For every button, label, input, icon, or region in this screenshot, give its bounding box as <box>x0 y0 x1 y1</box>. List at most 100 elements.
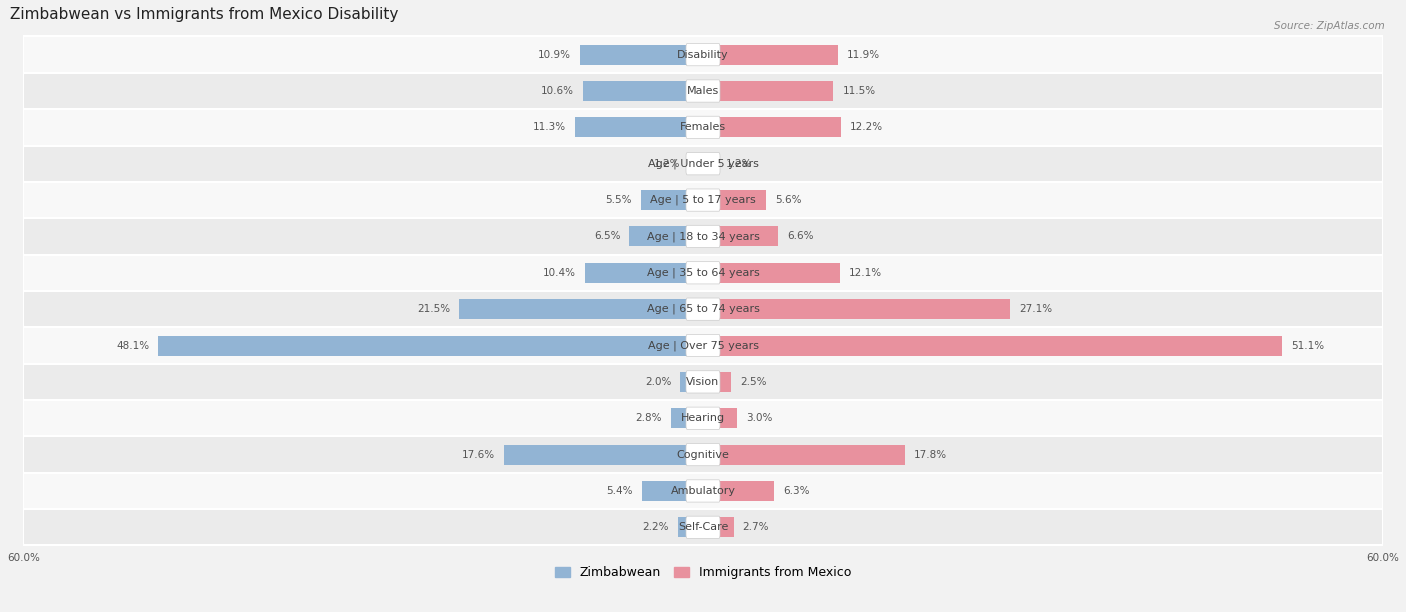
Text: 6.3%: 6.3% <box>783 486 810 496</box>
Bar <box>689 154 703 174</box>
Bar <box>703 299 1010 319</box>
FancyBboxPatch shape <box>686 152 720 175</box>
Bar <box>24 146 1382 182</box>
FancyBboxPatch shape <box>686 371 720 393</box>
FancyBboxPatch shape <box>686 262 720 284</box>
Text: Cognitive: Cognitive <box>676 450 730 460</box>
Text: 27.1%: 27.1% <box>1019 304 1052 314</box>
Text: 17.6%: 17.6% <box>461 450 495 460</box>
Text: Males: Males <box>688 86 718 96</box>
Bar <box>24 327 1382 364</box>
Bar <box>703 444 904 465</box>
Text: Self-Care: Self-Care <box>678 522 728 532</box>
Bar <box>579 45 703 65</box>
Text: 11.9%: 11.9% <box>846 50 880 59</box>
Bar <box>703 335 1282 356</box>
FancyBboxPatch shape <box>686 80 720 102</box>
Bar <box>24 37 1382 73</box>
FancyBboxPatch shape <box>686 480 720 502</box>
Bar <box>24 182 1382 218</box>
Bar <box>703 517 734 537</box>
Text: 1.2%: 1.2% <box>725 159 752 169</box>
Text: 11.3%: 11.3% <box>533 122 567 132</box>
Bar <box>24 291 1382 327</box>
Bar <box>575 118 703 137</box>
Bar <box>24 473 1382 509</box>
Text: 1.2%: 1.2% <box>654 159 681 169</box>
Bar <box>24 509 1382 545</box>
Bar <box>678 517 703 537</box>
Bar <box>24 255 1382 291</box>
Bar <box>24 400 1382 436</box>
FancyBboxPatch shape <box>686 407 720 430</box>
Text: Zimbabwean vs Immigrants from Mexico Disability: Zimbabwean vs Immigrants from Mexico Dis… <box>10 7 398 22</box>
Bar <box>703 190 766 210</box>
Text: 21.5%: 21.5% <box>418 304 450 314</box>
Bar <box>157 335 703 356</box>
Text: 11.5%: 11.5% <box>842 86 876 96</box>
Text: 6.6%: 6.6% <box>787 231 813 242</box>
Text: Age | 5 to 17 years: Age | 5 to 17 years <box>650 195 756 206</box>
Text: 5.4%: 5.4% <box>606 486 633 496</box>
Bar <box>24 109 1382 146</box>
Text: 6.5%: 6.5% <box>593 231 620 242</box>
Text: 5.6%: 5.6% <box>776 195 801 205</box>
Text: 2.8%: 2.8% <box>636 413 662 424</box>
Text: 2.2%: 2.2% <box>643 522 669 532</box>
Bar <box>503 444 703 465</box>
Text: Age | Under 5 years: Age | Under 5 years <box>648 159 758 169</box>
Bar <box>630 226 703 247</box>
Bar <box>583 81 703 101</box>
Text: Source: ZipAtlas.com: Source: ZipAtlas.com <box>1274 21 1385 31</box>
Text: Vision: Vision <box>686 377 720 387</box>
Text: 2.7%: 2.7% <box>742 522 769 532</box>
Bar <box>585 263 703 283</box>
Text: 51.1%: 51.1% <box>1291 340 1324 351</box>
Bar <box>703 408 737 428</box>
Text: 10.9%: 10.9% <box>537 50 571 59</box>
Text: 2.5%: 2.5% <box>741 377 766 387</box>
Text: 10.6%: 10.6% <box>541 86 574 96</box>
Bar <box>703 154 717 174</box>
Bar <box>703 263 839 283</box>
FancyBboxPatch shape <box>686 225 720 248</box>
Text: Ambulatory: Ambulatory <box>671 486 735 496</box>
Bar <box>24 364 1382 400</box>
Text: 17.8%: 17.8% <box>914 450 946 460</box>
Text: Age | Over 75 years: Age | Over 75 years <box>648 340 758 351</box>
Bar <box>703 81 834 101</box>
Bar <box>24 218 1382 255</box>
Bar <box>671 408 703 428</box>
Bar <box>460 299 703 319</box>
FancyBboxPatch shape <box>686 43 720 65</box>
Legend: Zimbabwean, Immigrants from Mexico: Zimbabwean, Immigrants from Mexico <box>550 561 856 584</box>
Bar <box>703 45 838 65</box>
Bar <box>681 372 703 392</box>
FancyBboxPatch shape <box>686 444 720 466</box>
Bar <box>703 372 731 392</box>
Text: Females: Females <box>681 122 725 132</box>
Bar <box>24 436 1382 473</box>
Text: Age | 18 to 34 years: Age | 18 to 34 years <box>647 231 759 242</box>
FancyBboxPatch shape <box>686 516 720 539</box>
Bar <box>703 226 778 247</box>
Text: Disability: Disability <box>678 50 728 59</box>
Bar <box>703 481 775 501</box>
Text: 10.4%: 10.4% <box>543 268 576 278</box>
FancyBboxPatch shape <box>686 116 720 138</box>
Text: 3.0%: 3.0% <box>747 413 772 424</box>
Text: 48.1%: 48.1% <box>115 340 149 351</box>
Text: Hearing: Hearing <box>681 413 725 424</box>
FancyBboxPatch shape <box>686 334 720 357</box>
Bar <box>703 118 841 137</box>
FancyBboxPatch shape <box>686 189 720 211</box>
Bar <box>641 190 703 210</box>
Text: Age | 35 to 64 years: Age | 35 to 64 years <box>647 267 759 278</box>
FancyBboxPatch shape <box>686 298 720 320</box>
Text: 2.0%: 2.0% <box>645 377 671 387</box>
Bar <box>24 73 1382 109</box>
Text: 5.5%: 5.5% <box>605 195 631 205</box>
Text: Age | 65 to 74 years: Age | 65 to 74 years <box>647 304 759 315</box>
Bar <box>641 481 703 501</box>
Text: 12.2%: 12.2% <box>851 122 883 132</box>
